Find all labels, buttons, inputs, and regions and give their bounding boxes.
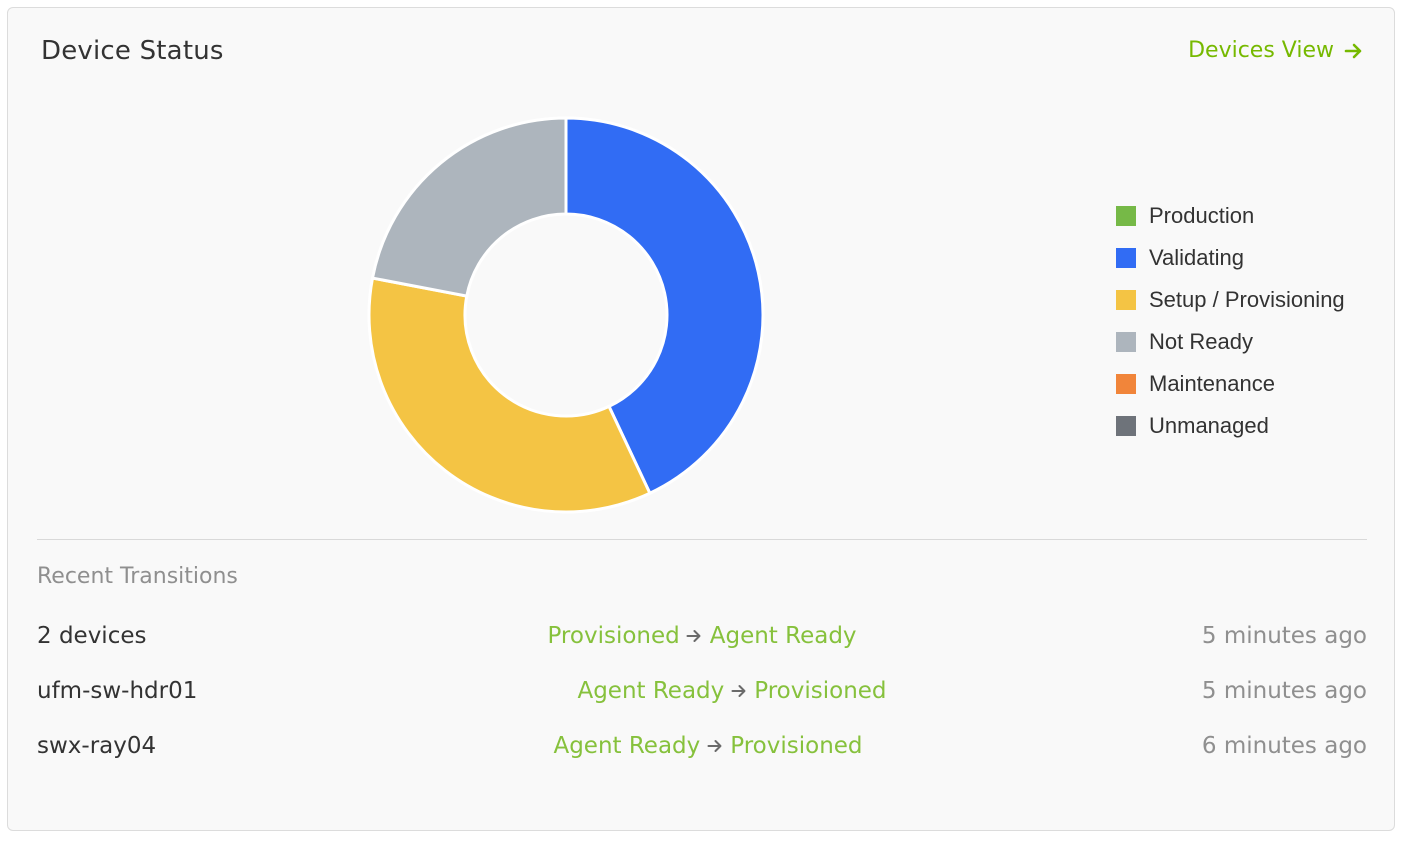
transition-change: Agent Ready Provisioned — [577, 678, 886, 704]
transition-change: Provisioned Agent Ready — [547, 623, 856, 649]
legend-label: Not Ready — [1149, 329, 1253, 354]
legend-label: Setup / Provisioning — [1149, 287, 1345, 312]
transition-to: Provisioned — [754, 678, 887, 704]
legend-swatch — [1116, 248, 1136, 268]
device-status-chart: Production Validating Setup / Provisioning… — [8, 8, 1394, 538]
legend-item[interactable]: Production — [1116, 195, 1345, 237]
transitions-list: 2 devices Provisioned Agent Ready 5 minu… — [37, 611, 1367, 776]
devices-view-link[interactable]: Devices View — [1188, 38, 1364, 63]
legend-label: Unmanaged — [1149, 413, 1269, 438]
arrow-right-icon — [686, 630, 701, 642]
transition-time: 5 minutes ago — [1201, 623, 1367, 649]
transition-change: Agent Ready Provisioned — [553, 733, 862, 759]
donut-slice-validating[interactable] — [564, 116, 765, 496]
devices-view-label: Devices View — [1188, 38, 1334, 63]
legend-label: Validating — [1149, 245, 1244, 270]
device-status-card: Device Status Devices View Production Val… — [7, 7, 1395, 831]
transition-device[interactable]: swx-ray04 — [37, 733, 157, 759]
legend-item[interactable]: Setup / Provisioning — [1116, 279, 1345, 321]
legend-item[interactable]: Maintenance — [1116, 363, 1345, 405]
arrow-right-icon — [731, 685, 746, 697]
transition-from: Agent Ready — [577, 678, 725, 704]
transition-time: 5 minutes ago — [1201, 678, 1367, 704]
transition-from: Provisioned — [547, 623, 680, 649]
transition-from: Agent Ready — [553, 733, 701, 759]
transition-to: Provisioned — [730, 733, 863, 759]
legend-label: Production — [1149, 203, 1255, 228]
donut-chart — [367, 116, 765, 514]
transition-time: 6 minutes ago — [1201, 733, 1367, 759]
legend-item[interactable]: Not Ready — [1116, 321, 1345, 363]
legend-item[interactable]: Unmanaged — [1116, 405, 1345, 447]
recent-transitions-title: Recent Transitions — [37, 564, 238, 589]
card-title: Device Status — [41, 36, 224, 66]
legend-swatch — [1116, 332, 1136, 352]
transition-row: ufm-sw-hdr01 Agent Ready Provisioned 5 m… — [37, 666, 1367, 721]
transition-row: swx-ray04 Agent Ready Provisioned 6 minu… — [37, 721, 1367, 776]
transition-to: Agent Ready — [709, 623, 857, 649]
chart-legend: Production Validating Setup / Provisioning… — [1116, 195, 1345, 447]
legend-swatch — [1116, 206, 1136, 226]
legend-label: Maintenance — [1149, 371, 1275, 396]
donut-slice-setup-provisioning[interactable] — [367, 276, 652, 514]
legend-swatch — [1116, 416, 1136, 436]
legend-swatch — [1116, 374, 1136, 394]
transition-row: 2 devices Provisioned Agent Ready 5 minu… — [37, 611, 1367, 666]
legend-swatch — [1116, 290, 1136, 310]
arrow-right-icon — [1344, 43, 1362, 58]
transition-device[interactable]: 2 devices — [37, 623, 147, 649]
legend-item[interactable]: Validating — [1116, 237, 1345, 279]
arrow-right-icon — [707, 740, 722, 752]
transition-device[interactable]: ufm-sw-hdr01 — [37, 678, 198, 704]
donut-slice-not-ready[interactable] — [370, 116, 568, 298]
divider — [37, 539, 1367, 540]
